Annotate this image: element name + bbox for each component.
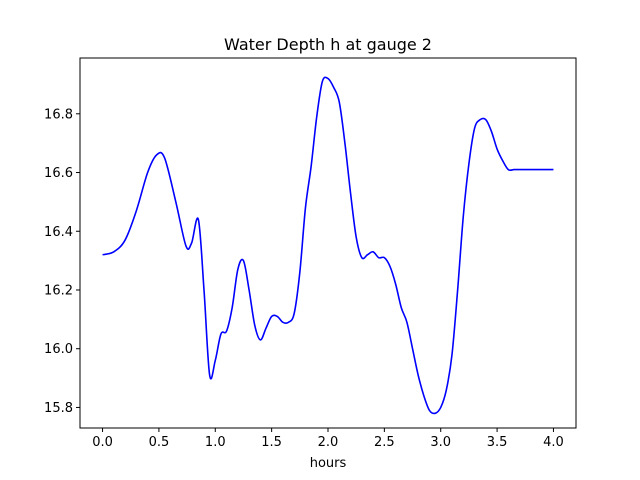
x-tick-label: 1.5 xyxy=(261,435,282,450)
chart-title: Water Depth h at gauge 2 xyxy=(224,35,432,54)
y-tick-label: 16.2 xyxy=(44,283,73,298)
x-tick-label: 0.5 xyxy=(149,435,170,450)
x-tick-label: 3.5 xyxy=(487,435,508,450)
y-axis-ticks: 15.8 16.0 16.2 16.4 16.6 16.8 xyxy=(44,107,80,416)
series-layer xyxy=(102,76,554,415)
y-tick-label: 15.8 xyxy=(44,401,73,416)
x-tick-label: 0.0 xyxy=(92,435,113,450)
x-tick-label: 2.0 xyxy=(318,435,339,450)
x-axis-ticks: 0.0 0.5 1.0 1.5 2.0 2.5 3.0 3.5 4.0 xyxy=(92,428,564,450)
x-tick-label: 2.5 xyxy=(374,435,395,450)
plot-frame xyxy=(79,57,577,429)
x-axis-label: hours xyxy=(310,456,347,471)
y-tick-label: 16.4 xyxy=(44,225,73,240)
series-line-0 xyxy=(102,76,554,415)
x-tick-label: 1.0 xyxy=(205,435,226,450)
y-tick-label: 16.0 xyxy=(44,342,73,357)
y-tick-label: 16.8 xyxy=(44,107,73,122)
plot-area xyxy=(80,58,576,428)
x-tick-label: 4.0 xyxy=(543,435,564,450)
x-tick-label: 3.0 xyxy=(430,435,451,450)
y-tick-label: 16.6 xyxy=(44,166,73,181)
